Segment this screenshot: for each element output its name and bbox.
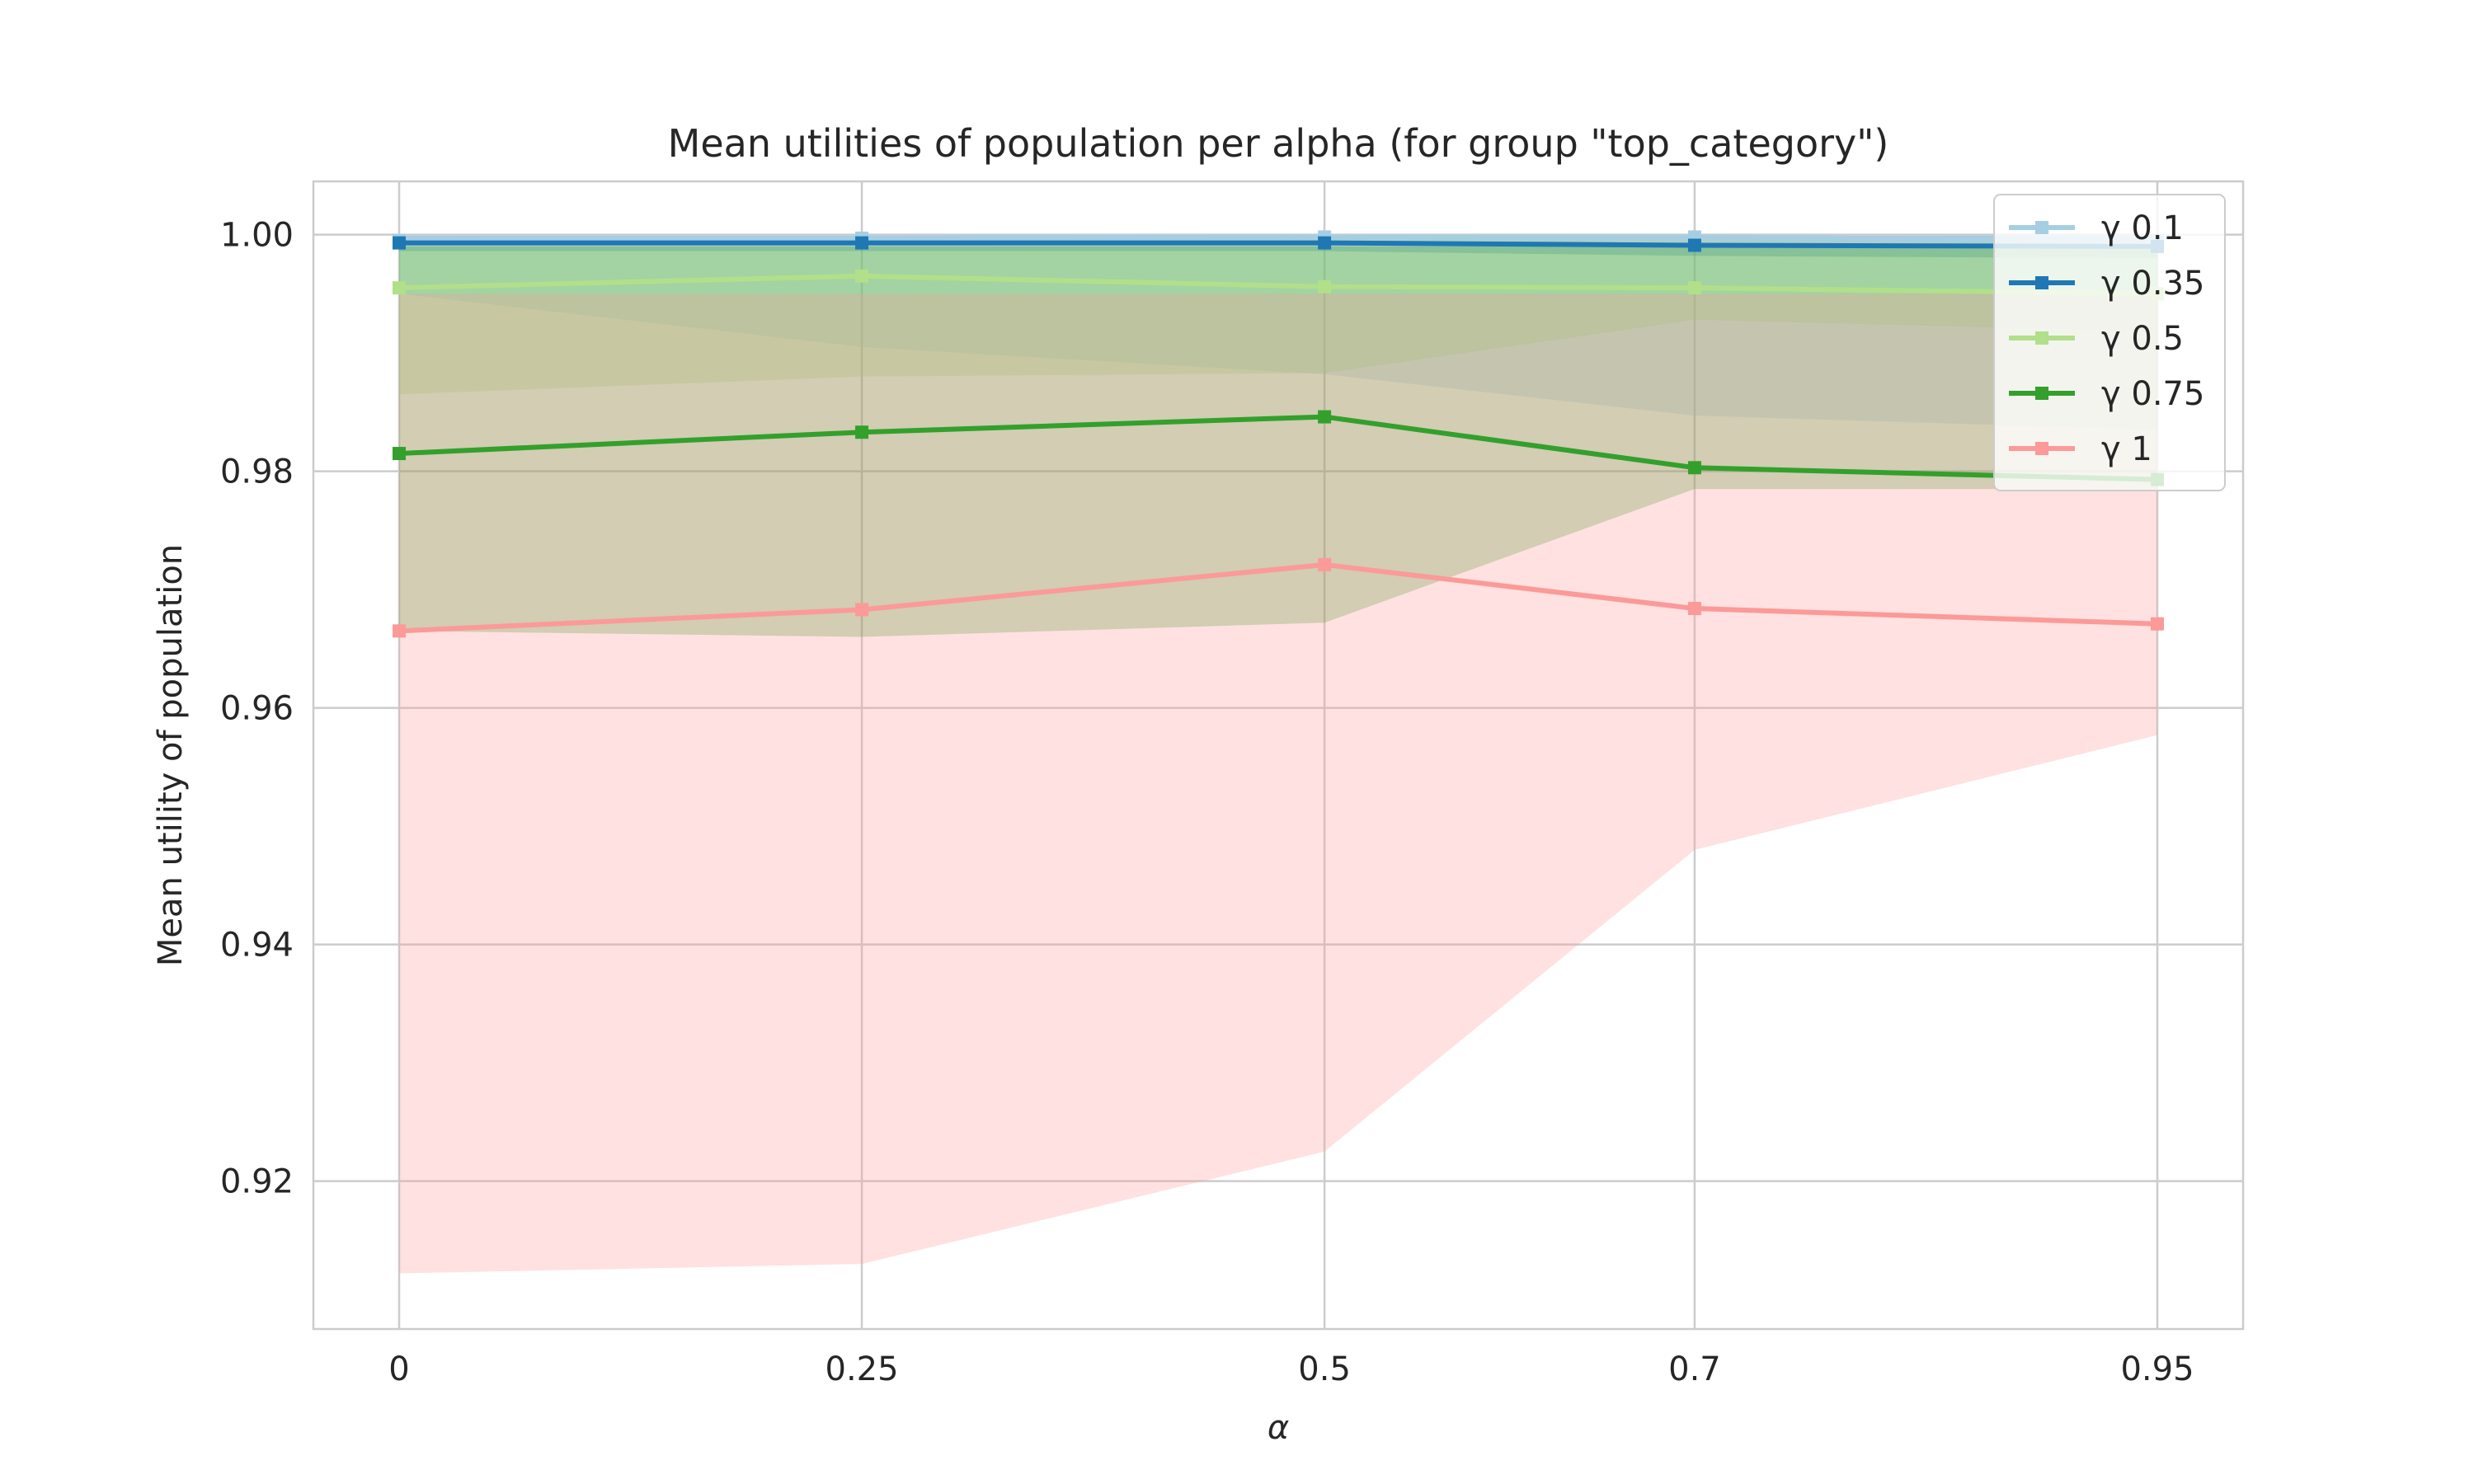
chart-title: Mean utilities of population per alpha (… xyxy=(668,121,1889,166)
legend-label: γ 1 xyxy=(2101,430,2152,468)
data-point xyxy=(855,236,869,250)
data-point xyxy=(1687,461,1701,475)
data-point xyxy=(393,236,406,250)
confidence-band-3 xyxy=(399,246,2157,637)
y-tick-label: 0.94 xyxy=(220,927,294,965)
data-point xyxy=(855,603,869,617)
plot-frame xyxy=(312,180,2245,1331)
confidence-band-4 xyxy=(399,294,2157,1274)
legend-box xyxy=(1993,194,2226,491)
legend-label: γ 0.35 xyxy=(2101,265,2204,303)
series-lines xyxy=(393,230,2164,638)
data-point xyxy=(1318,236,1332,250)
grid xyxy=(313,181,2243,1329)
legend-marker xyxy=(2035,221,2048,234)
x-tick-label: 0 xyxy=(388,1350,409,1388)
y-tick-label: 0.96 xyxy=(220,690,294,728)
x-tick-label: 0.25 xyxy=(825,1350,899,1388)
legend-label: γ 0.1 xyxy=(2101,209,2184,247)
data-point xyxy=(393,624,406,638)
data-point xyxy=(2151,617,2164,631)
data-point xyxy=(1318,410,1332,424)
x-axis-label: α xyxy=(1268,1409,1289,1447)
x-tick-label: 0.5 xyxy=(1298,1350,1351,1388)
data-point xyxy=(1318,279,1332,294)
confidence-bands xyxy=(399,234,2157,1274)
data-point xyxy=(1687,281,1701,295)
data-point xyxy=(1318,557,1332,571)
data-point xyxy=(1687,602,1701,616)
x-tick-label: 0.7 xyxy=(1668,1350,1721,1388)
data-point xyxy=(393,447,406,461)
y-tick-label: 0.92 xyxy=(220,1163,294,1201)
y-tick-label: 0.98 xyxy=(220,453,294,491)
data-point xyxy=(855,269,869,283)
confidence-band-0 xyxy=(399,234,2157,430)
data-point xyxy=(393,281,406,295)
legend-label: γ 0.5 xyxy=(2101,320,2184,358)
y-tick-label: 1.00 xyxy=(220,217,294,255)
legend-marker xyxy=(2035,442,2048,455)
data-point xyxy=(855,425,869,439)
legend-marker xyxy=(2035,276,2048,289)
data-point xyxy=(1687,238,1701,252)
legend: γ 0.1 γ 0.35 γ 0.5 γ 0.75 γ 1 xyxy=(1993,194,2226,491)
legend-marker xyxy=(2035,387,2048,400)
x-tick-label: 0.95 xyxy=(2120,1350,2194,1388)
legend-marker xyxy=(2035,331,2048,345)
legend-label: γ 0.75 xyxy=(2101,375,2204,413)
y-axis-label: Mean utility of population xyxy=(152,544,190,966)
tick-labels: 0 0.25 0.5 0.7 0.95 0.92 0.94 0.96 0.98 1.00 xyxy=(220,217,2194,1388)
